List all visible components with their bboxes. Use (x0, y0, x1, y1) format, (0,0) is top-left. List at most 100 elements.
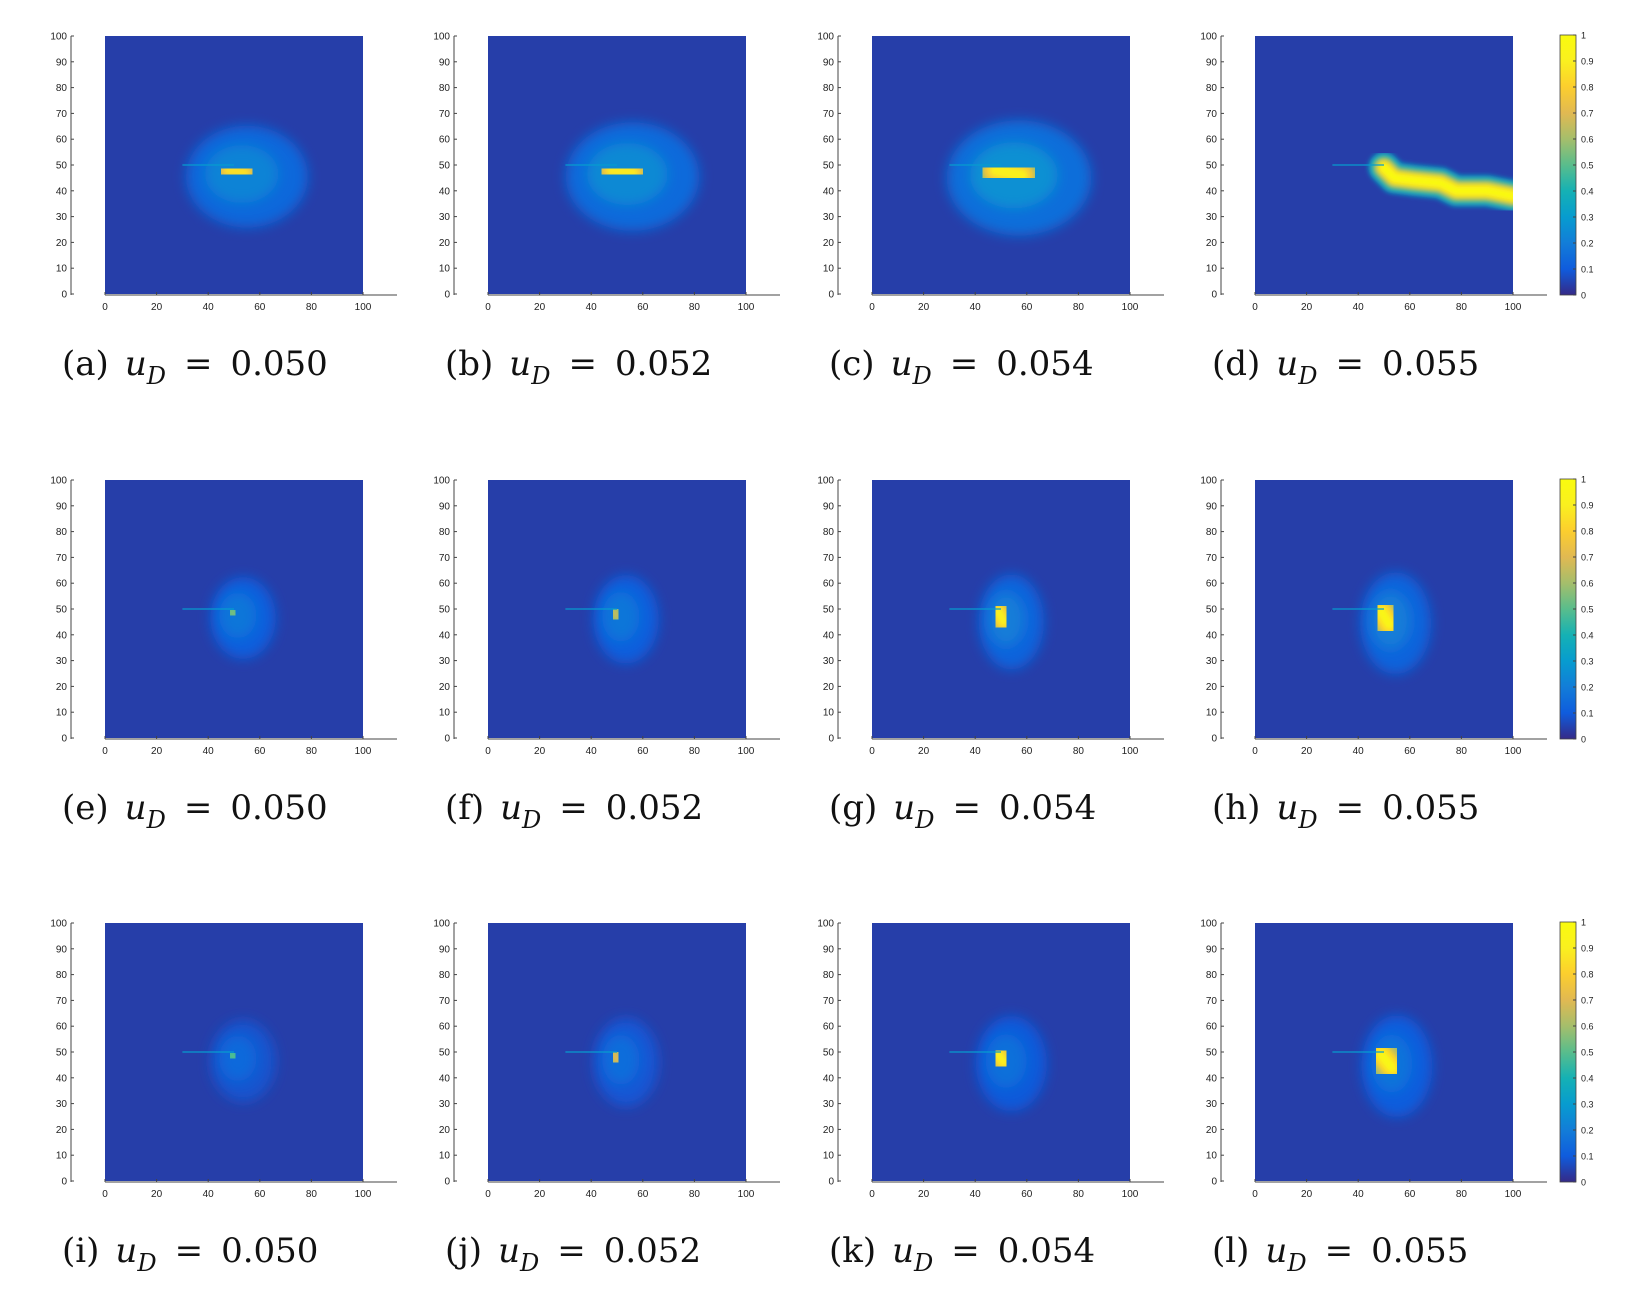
colorbar-tick-label: 1 (1581, 31, 1586, 41)
y-tick-label: 30 (1206, 656, 1218, 667)
colorbar-tick-label: 0.1 (1581, 709, 1594, 719)
y-tick-label: 80 (1206, 527, 1218, 538)
colorbar-tick-label: 0.2 (1581, 683, 1594, 693)
x-tick-label: 40 (203, 302, 215, 313)
x-tick-label: 60 (637, 746, 649, 757)
axes: 0 20 40 60 80 100 0 10 20 30 40 50 60 70 80 90 100 (50, 32, 397, 313)
panel-caption: (i) uD = 0.050 (62, 1231, 318, 1277)
damage-band (227, 608, 238, 618)
x-tick-label: 0 (1252, 1189, 1258, 1200)
y-tick-label: 80 (439, 527, 451, 538)
x-tick-label: 100 (1505, 1189, 1522, 1200)
x-tick-label: 80 (306, 1189, 318, 1200)
y-tick-label: 30 (439, 1099, 451, 1110)
damage-field (872, 923, 1130, 1181)
x-tick-label: 0 (1252, 746, 1258, 757)
panel-caption: (h) uD = 0.055 (1212, 788, 1480, 834)
x-tick-label: 40 (970, 1189, 982, 1200)
y-tick-label: 20 (1206, 682, 1218, 693)
y-tick-label: 0 (61, 290, 67, 301)
caption-equals: = (951, 1231, 980, 1271)
x-tick-label: 40 (970, 302, 982, 313)
colorbar-tick-label: 0 (1581, 735, 1586, 745)
x-tick-label: 60 (1021, 746, 1033, 757)
colorbar-tick-label: 0.1 (1581, 265, 1594, 275)
x-tick-label: 100 (738, 1189, 755, 1200)
y-tick-label: 50 (823, 605, 835, 616)
y-tick-label: 90 (1206, 57, 1218, 68)
caption-value: 0.055 (1382, 788, 1480, 828)
caption-label: (b) (445, 344, 494, 384)
damage-band (610, 1050, 622, 1064)
x-tick-label: 0 (1252, 302, 1258, 313)
y-tick-label: 30 (1206, 1099, 1218, 1110)
y-tick-label: 60 (439, 579, 451, 590)
caption-label: (c) (829, 344, 875, 384)
y-tick-label: 0 (1211, 290, 1217, 301)
y-tick-label: 40 (1206, 186, 1218, 197)
x-tick-label: 20 (151, 1189, 163, 1200)
caption-variable: u (124, 344, 147, 384)
x-tick-label: 40 (970, 746, 982, 757)
x-tick-label: 100 (1505, 302, 1522, 313)
x-tick-label: 80 (1456, 302, 1468, 313)
panel-caption: (f) uD = 0.052 (445, 788, 703, 834)
damage-field (105, 36, 363, 294)
caption-equals: = (1324, 1231, 1354, 1271)
caption-variable: u (509, 344, 532, 384)
colorbar-tick-label: 0.4 (1581, 631, 1594, 641)
colorbar-tick-label: 1 (1581, 918, 1586, 928)
colorbar: 0 0.1 0.2 0.3 0.4 0.5 0.6 0.7 0.8 0.9 1 (1559, 918, 1594, 1188)
panel-caption: (a) uD = 0.050 (62, 344, 328, 390)
y-tick-label: 70 (823, 553, 835, 564)
x-tick-label: 20 (151, 746, 163, 757)
y-tick-label: 30 (1206, 212, 1218, 223)
y-tick-label: 50 (439, 161, 451, 172)
x-tick-label: 60 (254, 746, 266, 757)
x-tick-label: 0 (869, 1189, 875, 1200)
y-tick-label: 60 (56, 135, 68, 146)
y-tick-label: 90 (823, 501, 835, 512)
colorbar: 0 0.1 0.2 0.3 0.4 0.5 0.6 0.7 0.8 0.9 1 (1559, 475, 1594, 745)
y-tick-label: 40 (56, 630, 68, 641)
x-tick-label: 40 (586, 746, 598, 757)
y-tick-label: 10 (439, 264, 451, 275)
y-tick-label: 30 (823, 212, 835, 223)
y-tick-label: 50 (56, 605, 68, 616)
y-tick-label: 0 (1211, 1177, 1217, 1188)
y-tick-label: 40 (823, 186, 835, 197)
x-tick-label: 0 (869, 746, 875, 757)
x-tick-label: 0 (102, 302, 108, 313)
x-tick-label: 40 (203, 746, 215, 757)
x-tick-label: 40 (1353, 302, 1365, 313)
y-tick-label: 20 (1206, 1125, 1218, 1136)
colorbar-tick-label: 0.5 (1581, 1048, 1594, 1058)
damage-band (993, 1049, 1009, 1067)
panel-caption: (b) uD = 0.052 (445, 344, 712, 390)
colorbar-tick-label: 0.8 (1581, 527, 1594, 537)
y-tick-label: 90 (439, 944, 451, 955)
caption-subscript: D (1287, 1249, 1307, 1277)
colorbar-tick-label: 0.8 (1581, 83, 1594, 93)
y-tick-label: 100 (50, 32, 67, 43)
colorbar-tick-label: 0.3 (1581, 213, 1594, 223)
colorbar-tick-label: 0.8 (1581, 970, 1594, 980)
y-tick-label: 30 (439, 212, 451, 223)
y-tick-label: 70 (823, 109, 835, 120)
y-tick-label: 70 (823, 996, 835, 1007)
caption-subscript: D (531, 362, 551, 390)
x-tick-label: 20 (1301, 746, 1313, 757)
colorbar-tick-label: 0.5 (1581, 605, 1594, 615)
y-tick-label: 100 (50, 919, 67, 930)
y-tick-label: 50 (439, 1048, 451, 1059)
y-tick-label: 60 (56, 1022, 68, 1033)
heatmap-panel-4: 0 20 40 60 80 100 0 10 20 30 40 50 60 70 80 90 100 0 0.1 0.… (1200, 31, 1593, 314)
y-tick-label: 40 (439, 186, 451, 197)
y-tick-label: 70 (56, 109, 68, 120)
caption-equals: = (1335, 788, 1365, 828)
y-tick-label: 60 (56, 579, 68, 590)
x-tick-label: 60 (254, 1189, 266, 1200)
x-tick-label: 0 (102, 1189, 108, 1200)
panel-caption: (e) uD = 0.050 (62, 788, 328, 834)
x-tick-label: 0 (869, 302, 875, 313)
